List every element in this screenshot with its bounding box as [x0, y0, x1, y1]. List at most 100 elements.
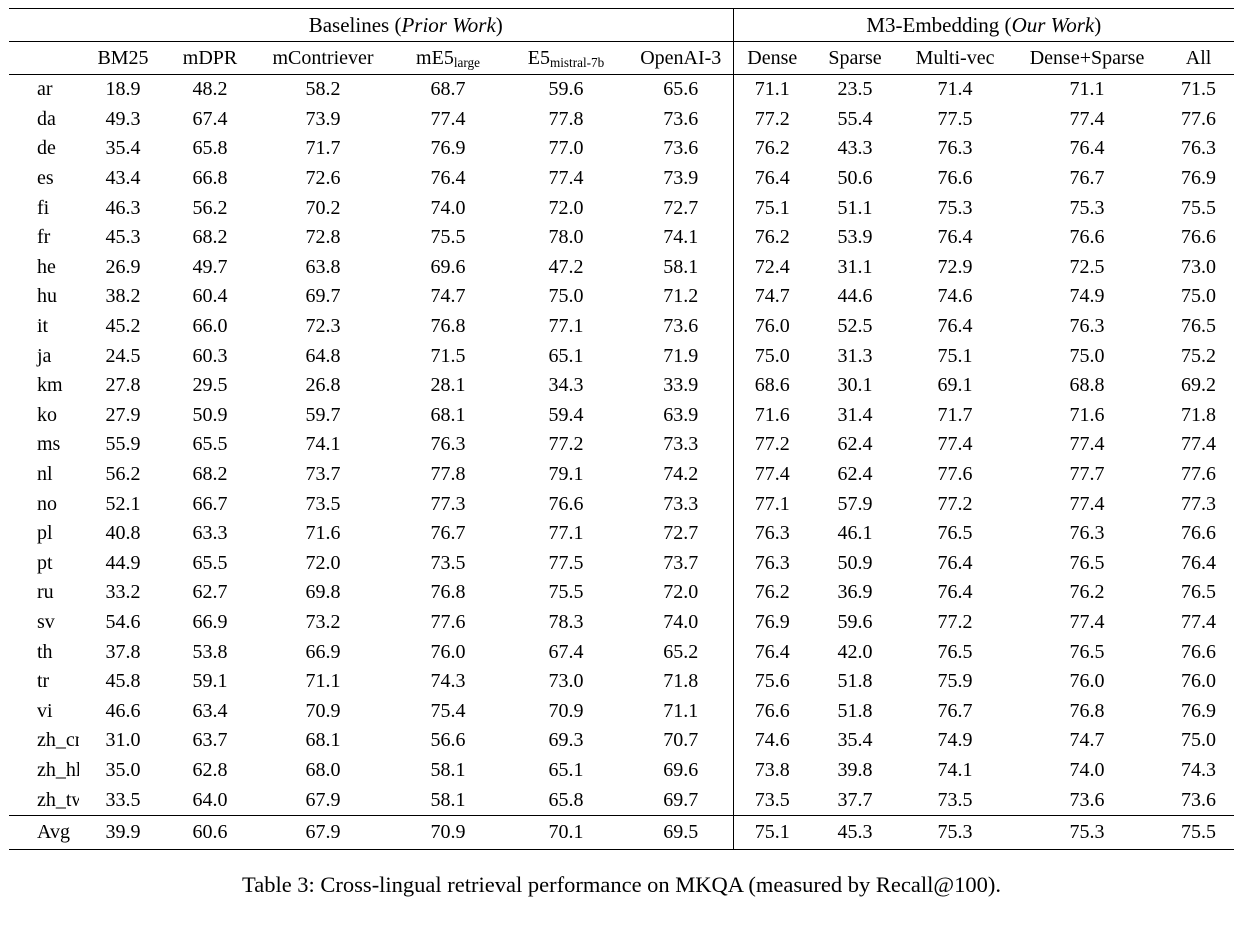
score-cell: 73.6	[1069, 788, 1105, 811]
table-row: he 26.9 49.7 63.8 69.6 47.2 58.1 72.4 31.1 72.9 72…	[9, 252, 1234, 283]
score-cell: 35.4	[837, 729, 873, 752]
score-cell: 59.7	[305, 403, 341, 426]
score-cell: 31.4	[837, 403, 873, 426]
language-label: nl	[37, 463, 53, 486]
score-cell: 63.7	[192, 729, 228, 752]
score-cell: 76.7	[937, 699, 973, 722]
score-cell: 74.6	[937, 285, 973, 308]
score-cell: 77.4	[430, 107, 466, 130]
score-cell: 76.4	[430, 167, 466, 190]
score-cell: 77.5	[937, 107, 973, 130]
score-cell: 44.6	[837, 285, 873, 308]
score-cell: 77.6	[1181, 107, 1217, 130]
score-cell: 59.6	[548, 78, 584, 101]
score-cell: 26.9	[105, 255, 141, 278]
score-cell: 73.3	[663, 492, 699, 515]
score-cell: 77.7	[1069, 463, 1105, 486]
score-cell: 70.2	[305, 196, 341, 219]
score-cell: 34.3	[548, 374, 584, 397]
score-cell: 71.6	[732, 400, 812, 431]
score-cell: 77.1	[548, 315, 584, 338]
score-cell: 50.9	[192, 403, 228, 426]
score-cell: 71.1	[663, 699, 699, 722]
score-cell: 50.9	[837, 551, 873, 574]
score-cell: 72.3	[305, 315, 341, 338]
table-header: Baselines (Prior Work) M3-Embedding (Our …	[9, 8, 1235, 75]
score-cell: 76.6	[548, 492, 584, 515]
score-cell: 71.7	[937, 403, 973, 426]
column-header-openai-3: OpenAI-3	[629, 41, 734, 75]
score-cell: 69.6	[663, 758, 699, 781]
column-header-sparse: Sparse	[811, 41, 900, 75]
score-cell: 72.7	[663, 196, 699, 219]
table-row: ar 18.9 48.2 58.2 68.7 59.6 65.6 71.1 23.5 71.4 71…	[9, 74, 1234, 105]
score-cell: 77.4	[1069, 107, 1105, 130]
score-cell: 70.9	[305, 699, 341, 722]
table-row: it 45.2 66.0 72.3 76.8 77.1 73.6 76.0 52.5 76.4 76…	[9, 311, 1234, 342]
language-label: fr	[37, 226, 51, 249]
table-row: ms 55.9 65.5 74.1 76.3 77.2 73.3 77.2 62.4 77.4 77…	[9, 430, 1234, 460]
score-cell: 76.6	[732, 696, 812, 727]
score-cell: 71.5	[430, 344, 466, 367]
score-cell: 74.6	[732, 726, 812, 756]
score-cell: 72.8	[305, 226, 341, 249]
score-cell: 75.0	[548, 285, 584, 308]
score-cell: 74.1	[663, 226, 699, 249]
score-cell: 60.6	[167, 814, 253, 850]
column-header-multi-vec: Multi-vec	[899, 41, 1012, 75]
score-cell: 76.2	[732, 578, 812, 608]
score-cell: 77.2	[732, 430, 812, 460]
score-cell: 75.5	[1181, 196, 1217, 219]
score-cell: 59.1	[192, 670, 228, 693]
score-cell: 71.2	[663, 285, 699, 308]
score-cell: 56.6	[430, 729, 466, 752]
score-cell: 69.2	[1181, 374, 1217, 397]
score-cell: 76.3	[732, 548, 812, 579]
average-row: Avg 39.9 60.6 67.9 70.9 70.1 69.5 75.1 45.3 75.3 7…	[9, 814, 1235, 850]
score-cell: 76.6	[1069, 226, 1105, 249]
score-cell: 75.5	[430, 226, 466, 249]
score-cell: 76.4	[937, 315, 973, 338]
score-cell: 67.4	[548, 640, 584, 663]
score-cell: 46.3	[105, 196, 141, 219]
score-cell: 77.4	[937, 433, 973, 456]
score-cell: 72.0	[548, 196, 584, 219]
score-cell: 39.9	[79, 814, 167, 850]
score-cell: 58.2	[305, 78, 341, 101]
column-header-subscript: mistral-7b	[550, 55, 605, 71]
score-cell: 73.9	[305, 107, 341, 130]
language-label: hu	[37, 285, 57, 308]
language-label: km	[37, 374, 63, 397]
table-row: es 43.4 66.8 72.6 76.4 77.4 73.9 76.4 50.6 76.6 76…	[9, 163, 1234, 194]
score-cell: 56.2	[105, 463, 141, 486]
score-cell: 77.4	[1069, 492, 1105, 515]
score-cell: 68.2	[192, 463, 228, 486]
score-cell: 69.6	[430, 255, 466, 278]
score-cell: 71.6	[305, 522, 341, 545]
score-cell: 69.7	[663, 788, 699, 811]
score-cell: 76.4	[1069, 137, 1105, 160]
score-cell: 68.6	[732, 370, 812, 401]
score-cell: 76.9	[1181, 167, 1217, 190]
score-cell: 73.0	[548, 670, 584, 693]
table-row: sv 54.6 66.9 73.2 77.6 78.3 74.0 76.9 59.6 77.2 77…	[9, 607, 1234, 638]
score-cell: 75.0	[732, 341, 812, 371]
score-cell: 69.1	[937, 374, 973, 397]
score-cell: 75.0	[1181, 285, 1217, 308]
language-label: pt	[37, 551, 53, 574]
score-cell: 77.2	[937, 492, 973, 515]
score-cell: 76.3	[1181, 137, 1217, 160]
score-cell: 27.8	[105, 374, 141, 397]
score-cell: 77.6	[937, 463, 973, 486]
score-cell: 76.5	[1181, 581, 1217, 604]
score-cell: 74.7	[430, 285, 466, 308]
score-cell: 51.1	[837, 196, 873, 219]
score-cell: 73.6	[663, 137, 699, 160]
score-cell: 31.3	[837, 344, 873, 367]
score-cell: 72.5	[1069, 255, 1105, 278]
table-row: fr 45.3 68.2 72.8 75.5 78.0 74.1 76.2 53.9 76.4 76…	[9, 222, 1234, 253]
language-label: Avg	[9, 814, 79, 850]
score-cell: 67.9	[305, 788, 341, 811]
score-cell: 48.2	[192, 78, 228, 101]
